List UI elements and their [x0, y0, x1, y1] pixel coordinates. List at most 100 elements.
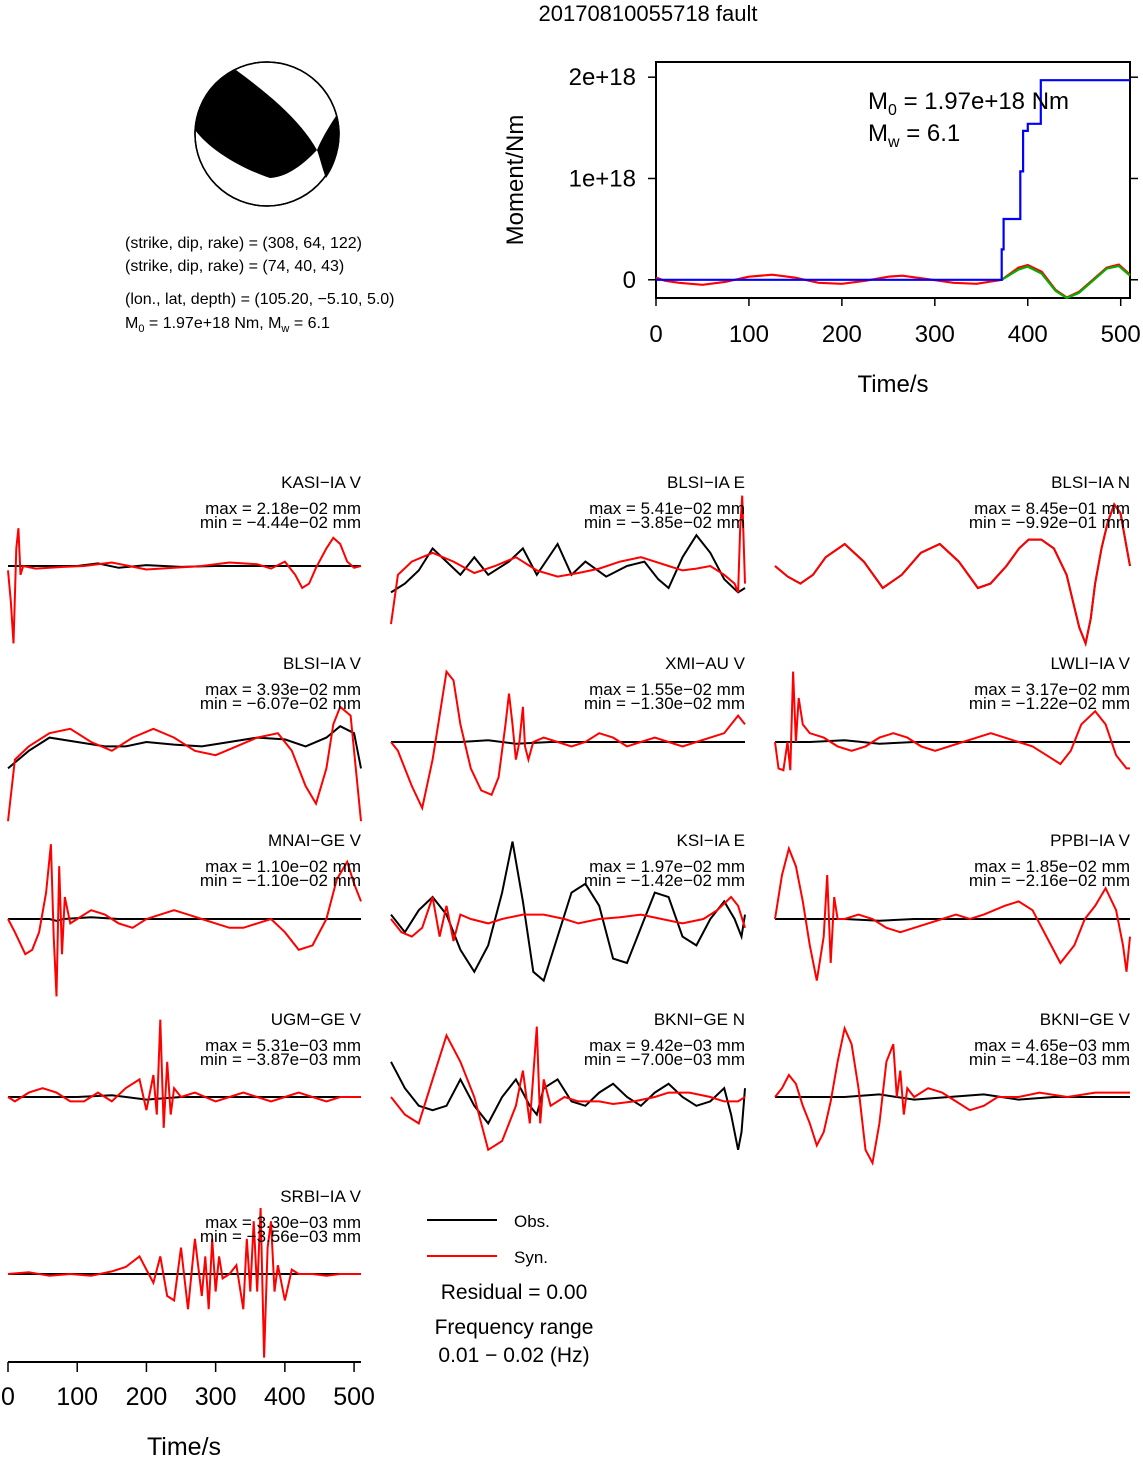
waveform-xtick-label: 0: [1, 1383, 15, 1411]
synthetic-trace: [390, 669, 746, 812]
beachball-compression-quadrant-1: [195, 70, 317, 178]
station-max: max = 3.17e−02 mm: [974, 680, 1130, 699]
focal-parameters: (strike, dip, rake) = (308, 64, 122) (st…: [125, 235, 395, 335]
station-name: BLSI−IA N: [1051, 473, 1130, 492]
station-max: max = 5.41e−02 mm: [589, 499, 745, 518]
synthetic-trace: [390, 1026, 746, 1152]
focal-mechanism-beachball: [194, 61, 340, 207]
synthetic-trace: [7, 528, 362, 644]
station-name: XMI−AU V: [665, 654, 745, 673]
synthetic-trace: [7, 1207, 361, 1358]
synthetic-trace: [390, 495, 746, 625]
station-max: max = 1.85e−02 mm: [974, 857, 1130, 876]
station-name: BKNI−GE N: [654, 1010, 745, 1029]
location-depth: (lon., lat, depth) = (105.20, −5.10, 5.0…: [125, 291, 395, 308]
moment-chart: 0 100 200 300 400 500 0 1e+18 2e+18 Moment/Nm Ti…: [502, 61, 1141, 398]
station-name: BKNI−GE V: [1040, 1010, 1131, 1029]
moment-annotation-m0: M0 = 1.97e+18 Nm: [868, 88, 1069, 119]
waveform-time-axis: Time/s 0 100 200 300 400 500: [1, 1361, 375, 1458]
station-min: min = −3.87e−03 mm: [200, 1050, 361, 1069]
observed-trace: [7, 725, 362, 770]
waveform-xtick-label: 300: [195, 1383, 237, 1411]
moment-chart-xlabel: Time/s: [857, 371, 928, 398]
synthetic-trace: [7, 844, 362, 997]
legend-syn-label: Syn.: [514, 1248, 548, 1267]
synthetic-trace: [774, 502, 1131, 647]
moment-xtick-label: 0: [649, 321, 662, 348]
waveform-axis-xlabel: Time/s: [147, 1433, 221, 1458]
station-max: max = 1.10e−02 mm: [205, 857, 361, 876]
waveform-xtick-label: 200: [126, 1383, 168, 1411]
station-min: min = −3.56e−03 mm: [200, 1227, 361, 1246]
station-name: SRBI−IA V: [280, 1187, 361, 1206]
waveform-xtick-label: 500: [333, 1383, 375, 1411]
moment-chart-ylabel: Moment/Nm: [502, 115, 529, 246]
frequency-range-label: Frequency range: [435, 1316, 594, 1339]
moment-ytick-label: 1e+18: [569, 165, 636, 192]
station-max: max = 3.30e−03 mm: [205, 1213, 361, 1232]
station-min: min = −4.18e−03 mm: [969, 1050, 1130, 1069]
station-max: max = 3.93e−02 mm: [205, 680, 361, 699]
station-max: max = 8.45e−01 mm: [974, 499, 1130, 518]
beachball-border: [194, 61, 340, 207]
station-min: min = −9.92e−01 mm: [969, 513, 1130, 532]
waveform-xtick-label: 400: [264, 1383, 306, 1411]
station-name: BLSI−IA E: [667, 473, 745, 492]
station-min: min = −1.22e−02 mm: [969, 694, 1130, 713]
station-max: max = 1.55e−02 mm: [589, 680, 745, 699]
station-max: max = 1.97e−02 mm: [589, 857, 745, 876]
moment-xtick-label: 100: [729, 321, 769, 348]
station-min: min = −3.85e−02 mm: [584, 513, 745, 532]
moment-ytick-label: 0: [623, 267, 636, 294]
station-max: max = 5.31e−03 mm: [205, 1036, 361, 1055]
frequency-range-value: 0.01 − 0.02 (Hz): [438, 1344, 589, 1367]
residual-text: Residual = 0.00: [441, 1281, 588, 1304]
station-max: max = 9.42e−03 mm: [589, 1036, 745, 1055]
moment-chart-frame: [655, 61, 1131, 299]
station-name: KASI−IA V: [281, 473, 362, 492]
moment-xtick-label: 400: [1008, 321, 1048, 348]
station-name: BLSI−IA V: [283, 654, 362, 673]
moment-series-source-time-function: [656, 79, 1130, 281]
moment-xtick-label: 200: [822, 321, 862, 348]
station-min: min = −1.42e−02 mm: [584, 871, 745, 890]
station-name: LWLI−IA V: [1050, 654, 1130, 673]
station-min: min = −6.07e−02 mm: [200, 694, 361, 713]
station-min: min = −2.16e−02 mm: [969, 871, 1130, 890]
nodal-plane-2: (strike, dip, rake) = (74, 40, 43): [125, 258, 344, 275]
station-min: min = −7.00e−03 mm: [584, 1050, 745, 1069]
observed-trace: [390, 1061, 746, 1150]
station-min: min = −1.30e−02 mm: [584, 694, 745, 713]
figure-title: 20170810055718 fault: [539, 1, 758, 26]
station-min: min = −4.44e−02 mm: [200, 513, 361, 532]
synthetic-trace: [7, 1019, 361, 1128]
synthetic-trace: [774, 1025, 1130, 1167]
synthetic-trace: [774, 671, 1130, 772]
station-name: PPBI−IA V: [1050, 831, 1131, 850]
station-name: MNAI−GE V: [268, 831, 362, 850]
moment-ytick-label: 2e+18: [569, 64, 636, 91]
legend: Obs. Syn. Residual = 0.00 Frequency rang…: [427, 1212, 593, 1367]
legend-obs-label: Obs.: [514, 1212, 550, 1231]
waveform-xtick-label: 100: [56, 1383, 98, 1411]
station-max: max = 2.18e−02 mm: [205, 499, 361, 518]
synthetic-trace: [774, 845, 1131, 981]
moment-annotation-mw: Mw = 6.1: [868, 120, 960, 151]
synthetic-trace: [7, 705, 362, 822]
station-name: KSI−IA E: [676, 831, 745, 850]
observed-trace: [390, 533, 746, 594]
